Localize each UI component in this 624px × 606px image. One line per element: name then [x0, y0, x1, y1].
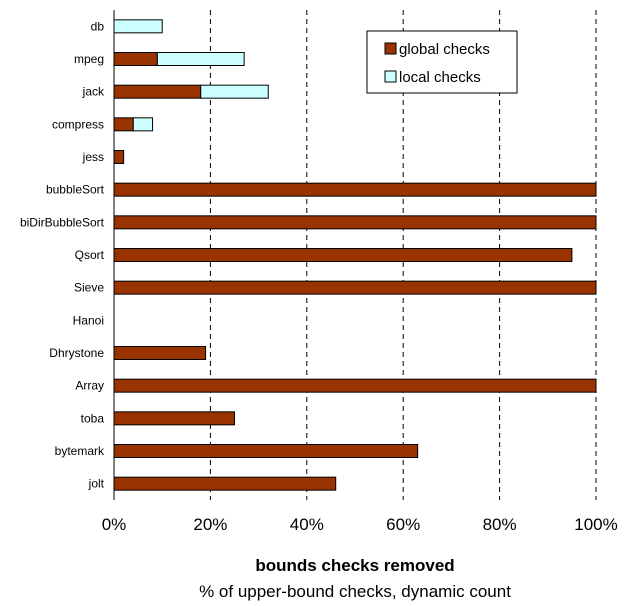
legend-swatch-local — [384, 70, 397, 83]
category-label: jolt — [88, 477, 105, 491]
bar-global — [113, 117, 134, 132]
bar-global — [113, 444, 419, 458]
x-tick-label: 60% — [386, 515, 420, 534]
x-tick-label: 40% — [290, 515, 324, 534]
x-tick-label: 80% — [483, 515, 517, 534]
legend-label-local: local checks — [399, 69, 481, 86]
legend: global checks local checks — [366, 30, 518, 94]
bar-global — [113, 182, 597, 197]
category-label: jess — [82, 150, 104, 164]
x-axis-title: bounds checks removed — [255, 556, 454, 575]
category-label: Dhrystone — [49, 346, 104, 360]
bar-global — [113, 215, 597, 230]
legend-box — [366, 30, 518, 94]
bars — [113, 19, 597, 491]
bar-global — [113, 378, 597, 393]
bar-local — [156, 52, 245, 66]
x-tick-label: 100% — [574, 515, 617, 534]
category-label: Hanoi — [73, 313, 104, 327]
bar-global — [113, 248, 573, 262]
category-label: jack — [82, 85, 105, 99]
category-label: mpeg — [74, 52, 104, 66]
bar-global — [113, 280, 597, 295]
category-label: Qsort — [75, 248, 105, 262]
category-label: db — [91, 19, 105, 33]
bar-global — [113, 52, 158, 66]
bar-global — [113, 476, 337, 491]
legend-label-global: global checks — [399, 41, 490, 58]
legend-swatch-global — [384, 42, 397, 55]
category-label: biDirBubbleSort — [20, 215, 105, 229]
bar-global — [113, 150, 125, 164]
category-label: Sieve — [74, 281, 104, 295]
category-label: bubbleSort — [46, 183, 105, 197]
category-label: Array — [75, 379, 104, 393]
x-axis-subtitle: % of upper-bound checks, dynamic count — [199, 582, 511, 601]
bar-global — [113, 84, 202, 99]
bar-local — [200, 84, 269, 99]
x-tick-labels: 0% 20% 40% 60% 80% 100% — [102, 515, 618, 534]
bar-local — [113, 19, 163, 34]
x-tick-label: 0% — [102, 515, 127, 534]
bar-local — [132, 117, 154, 132]
category-label: bytemark — [55, 444, 105, 458]
bar-global — [113, 411, 235, 426]
category-label: toba — [81, 411, 105, 425]
category-label: compress — [52, 117, 104, 131]
bar-global — [113, 346, 207, 360]
category-labels: db mpeg jack compress jess bubbleSort biDirBub… — [20, 19, 105, 490]
x-tick-label: 20% — [193, 515, 227, 534]
